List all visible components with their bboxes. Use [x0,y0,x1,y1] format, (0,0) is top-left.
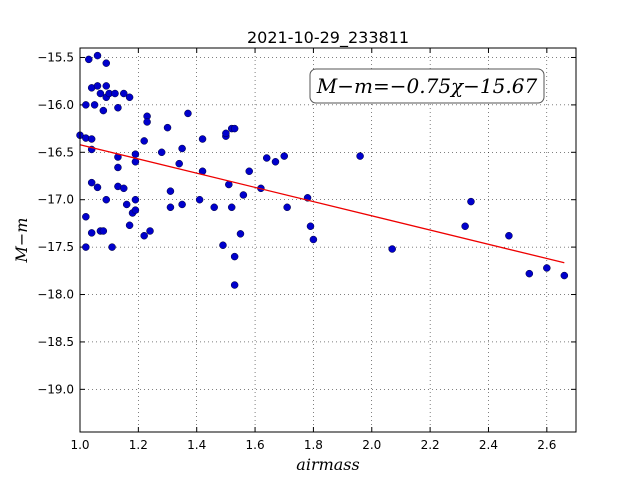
x-axis-label: airmass [296,455,359,474]
x-tick-label: 1.2 [129,438,148,452]
data-point [230,252,239,261]
x-tick-label: 1.6 [246,438,265,452]
data-point [525,269,534,278]
y-tick-label: −19.0 [37,382,74,396]
fit-line [79,144,565,264]
data-point [120,184,128,193]
y-tick-label: −17.0 [37,193,74,207]
data-point [93,51,102,60]
data-point [388,245,396,253]
data-point [271,158,280,166]
data-point [102,195,111,204]
data-point [114,103,122,112]
data-point [122,200,131,209]
data-point [90,101,99,109]
x-tick-label: 1.4 [187,438,206,452]
data-point [239,191,248,199]
data-point [102,82,111,90]
chart-title: 2021-10-29_233811 [247,28,409,48]
x-tick-label: 1.8 [304,438,323,452]
data-point [230,124,239,133]
data-point [227,203,236,212]
data-point [306,222,315,231]
data-point [82,213,90,221]
data-point [262,154,271,162]
y-tick-label: −16.5 [37,145,74,159]
data-point [140,137,148,145]
data-point [166,187,175,195]
grid [80,48,576,432]
data-point [102,59,111,67]
data-point [280,152,288,160]
data-point [93,82,102,90]
y-tick-label: −15.5 [37,50,74,64]
data-point [85,55,93,64]
data-point [166,203,175,212]
data-point [111,89,119,98]
x-tick-label: 2.2 [421,438,440,452]
data-points [76,51,569,289]
data-point [175,159,183,168]
data-point [87,135,96,143]
data-point [82,243,90,251]
data-point [125,221,134,230]
annotation-text: M−m=−0.75χ−15.67 [316,74,538,98]
data-point [245,167,253,176]
data-point [184,109,192,118]
x-tick-label: 2.0 [362,438,381,452]
data-point [461,222,469,231]
data-point [125,93,134,102]
fit-line-group [79,144,565,264]
data-point [178,144,186,153]
data-point [131,206,140,214]
data-point [143,118,151,126]
data-point [236,230,245,238]
y-tick-label: −18.0 [37,288,74,302]
y-axis-label: M−m [12,218,31,264]
plot-frame [79,47,577,433]
data-point [178,200,186,209]
x-tick-label: 1.0 [70,438,89,452]
data-point [309,235,318,244]
data-point [99,106,108,115]
x-tick-label: 2.6 [537,438,556,452]
data-point [219,241,227,249]
x-tick-label: 2.4 [479,438,498,452]
axis-ticks: 1.0 1.2 1.4 1.6 1.8 2.0 2.2 2.4 2.6 −15.5 −16.0 −16… [37,48,576,452]
data-point [82,101,90,109]
data-point [195,195,204,204]
data-point [157,148,166,157]
data-point [163,123,172,132]
data-point [108,243,116,251]
annotation-box: M−m=−0.75χ−15.67 [309,68,545,104]
data-point [87,229,96,237]
data-point [87,178,96,187]
data-point [505,231,513,240]
data-point [114,163,122,172]
data-point [131,150,140,158]
y-tick-label: −16.0 [37,98,74,112]
data-point [120,89,128,98]
data-point [140,231,148,240]
data-point [93,183,102,192]
y-tick-label: −18.5 [37,335,74,349]
data-point [96,89,105,98]
data-point [210,203,218,212]
data-point [146,227,154,235]
data-point [356,152,364,160]
data-point [283,203,291,212]
data-point [230,281,239,289]
data-point [198,135,207,143]
data-point [560,271,569,280]
data-point [543,264,551,272]
data-point [222,129,230,138]
data-point [467,197,475,206]
data-point [131,195,140,204]
y-tick-label: −17.5 [37,240,74,254]
data-point [99,227,108,235]
